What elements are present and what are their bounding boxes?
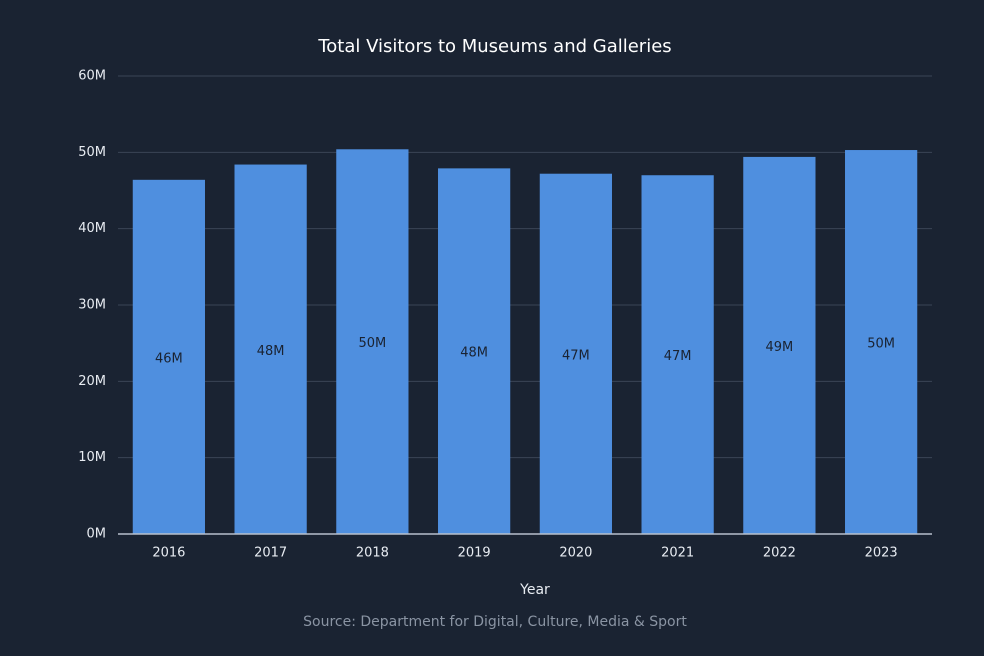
x-tick-label: 2016 [152,546,185,561]
bar [234,164,307,534]
bar-value-label: 50M [867,337,895,352]
x-tick-label: 2017 [254,546,287,561]
x-tick-label: 2020 [559,546,592,561]
source-note: Source: Department for Digital, Culture,… [303,614,687,630]
bar-value-label: 47M [562,348,590,363]
y-tick-label: 0M [87,527,107,542]
bar [641,175,714,534]
x-tick-label: 2023 [865,546,898,561]
y-tick-label: 40M [78,221,106,236]
bar [438,168,511,534]
y-tick-label: 30M [78,298,106,313]
chart-title: Total Visitors to Museums and Galleries [317,36,671,57]
bar-value-label: 48M [257,344,285,359]
x-tick-label: 2018 [356,546,389,561]
x-tick-label: 2021 [661,546,694,561]
bar-value-label: 46M [155,351,183,366]
bar-value-label: 49M [765,340,793,355]
x-tick-label: 2019 [458,546,491,561]
bar-value-label: 47M [664,349,692,364]
bar-value-label: 48M [460,346,488,361]
x-axis-title: Year [519,582,550,598]
bar [743,156,816,534]
bar [845,150,918,534]
bar [132,179,205,534]
bar [539,173,612,534]
y-tick-label: 50M [78,145,106,160]
bar-value-label: 50M [358,336,386,351]
x-tick-label: 2022 [763,546,796,561]
y-tick-label: 60M [78,69,106,84]
y-tick-label: 10M [78,450,106,465]
bar [336,149,409,534]
y-tick-label: 20M [78,374,106,389]
